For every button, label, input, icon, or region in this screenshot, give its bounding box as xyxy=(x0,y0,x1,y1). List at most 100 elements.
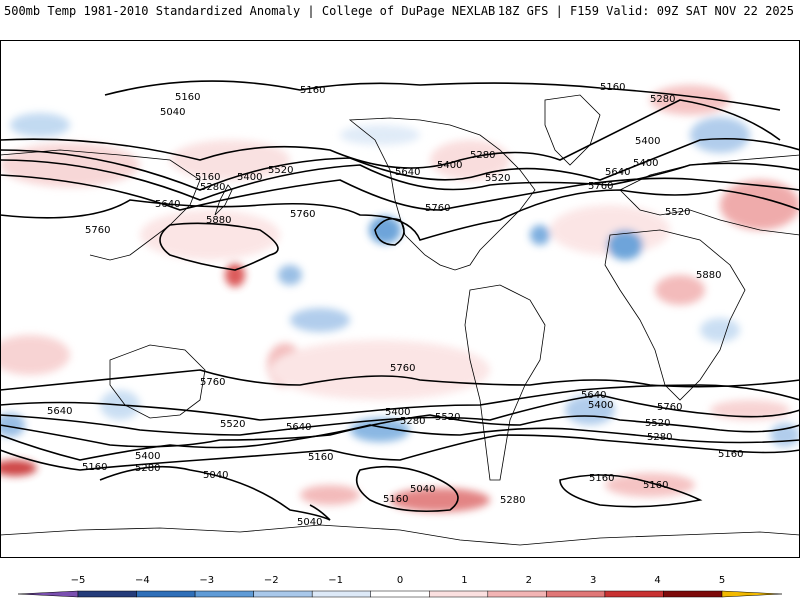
colorbar-tick-label: −2 xyxy=(264,575,279,586)
contour-5760-south xyxy=(0,369,800,391)
colorbar-segment xyxy=(604,590,664,598)
colorbar-segment xyxy=(136,590,196,598)
antarctica-coast xyxy=(0,524,800,546)
colorbar-segment xyxy=(546,590,606,598)
colorbar-extend-high xyxy=(721,590,783,598)
anomaly-colorbar: −5 −4 −3 −2 −1 0 1 2 3 4 5 xyxy=(17,575,783,598)
contour-label: 5400 xyxy=(135,451,160,462)
contour-label: 5280 xyxy=(500,495,525,506)
colorbar-segment xyxy=(77,590,137,598)
contour-5280-south xyxy=(0,424,800,461)
colorbar-extend-low xyxy=(17,590,79,598)
warm-anomaly xyxy=(0,335,70,375)
contour-label: 5760 xyxy=(290,209,315,220)
world-map: 5160 5160 5040 5160 5280 5400 5520 5640 … xyxy=(0,40,800,558)
contour-label: 5160 xyxy=(82,462,107,473)
chart-title: 500mb Temp 1981-2010 Standardized Anomal… xyxy=(4,4,496,18)
contour-label: 5280 xyxy=(400,416,425,427)
colorbar-segment xyxy=(370,590,430,598)
contour-label: 5280 xyxy=(647,432,672,443)
cold-anomaly xyxy=(607,230,643,260)
warm-anomaly xyxy=(430,140,510,180)
contour-5640-south xyxy=(0,384,800,421)
contour-5040-south xyxy=(99,465,459,521)
cold-anomaly xyxy=(530,225,550,245)
contour-label: 5280 xyxy=(650,94,675,105)
contour-label: 5280 xyxy=(135,463,160,474)
contour-label: 5160 xyxy=(600,82,625,93)
south-america-coast xyxy=(464,284,546,481)
contour-label: 5640 xyxy=(605,167,630,178)
contour-label: 5400 xyxy=(237,172,262,183)
contour-5640-north xyxy=(0,174,800,211)
africa-coast xyxy=(604,229,746,401)
warm-anomaly xyxy=(650,85,730,115)
contour-5520-north xyxy=(0,159,800,201)
contour-label: 5040 xyxy=(297,517,322,528)
cold-anomaly xyxy=(340,125,420,145)
contour-label: 5520 xyxy=(435,412,460,423)
colorbar-tick-label: 1 xyxy=(461,575,467,586)
contour-label: 5640 xyxy=(395,167,420,178)
contour-label: 5640 xyxy=(286,422,311,433)
contour-label: 5520 xyxy=(665,207,690,218)
contour-label: 5640 xyxy=(155,199,180,210)
contour-5280-north xyxy=(0,99,781,169)
contour-label: 5760 xyxy=(85,225,110,236)
contour-5760-north xyxy=(0,189,800,241)
contour-5400-north xyxy=(0,137,800,191)
height-contours xyxy=(0,80,800,521)
warm-anomaly xyxy=(270,340,490,400)
cold-anomaly xyxy=(278,265,302,285)
contour-5520-south xyxy=(0,394,800,436)
contour-label: 5400 xyxy=(588,400,613,411)
contour-labels: 5160 5160 5040 5160 5280 5400 5520 5640 … xyxy=(47,82,743,528)
contour-label: 5760 xyxy=(657,402,682,413)
warm-anomaly xyxy=(0,460,37,476)
contour-label: 5040 xyxy=(203,470,228,481)
contour-label: 5760 xyxy=(390,363,415,374)
warm-anomaly xyxy=(710,400,790,420)
contour-label: 5160 xyxy=(175,92,200,103)
cold-anomaly xyxy=(0,413,25,437)
colorbar-tick-label: 3 xyxy=(590,575,596,586)
contour-label: 5640 xyxy=(47,406,72,417)
cold-anomaly xyxy=(690,117,750,153)
colorbar-segments xyxy=(17,590,783,598)
colorbar-tick-label: 5 xyxy=(719,575,725,586)
contour-label: 5280 xyxy=(200,182,225,193)
contour-label: 5760 xyxy=(200,377,225,388)
cold-anomaly xyxy=(350,418,410,442)
contour-label: 5880 xyxy=(696,270,721,281)
contour-label: 5160 xyxy=(308,452,333,463)
colorbar-segment xyxy=(253,590,313,598)
cold-anomaly xyxy=(290,308,350,332)
contour-label: 5400 xyxy=(437,160,462,171)
colorbar-segment xyxy=(311,590,371,598)
cold-anomaly xyxy=(10,113,70,137)
colorbar-segment xyxy=(194,590,254,598)
cold-anomaly xyxy=(700,318,740,342)
contour-label: 5160 xyxy=(300,85,325,96)
colorbar-tick-label: −3 xyxy=(199,575,214,586)
model-run-info: 18Z GFS | F159 Valid: 09Z SAT NOV 22 202… xyxy=(497,4,794,18)
warm-anomaly xyxy=(225,263,245,287)
cyclone-center xyxy=(374,217,405,246)
contour-5160-north xyxy=(104,80,781,111)
greenland-coast xyxy=(544,94,601,166)
australia-coast xyxy=(109,344,206,419)
warm-anomaly xyxy=(390,488,490,512)
contour-label: 5160 xyxy=(383,494,408,505)
contour-label: 5520 xyxy=(645,418,670,429)
contour-label: 5520 xyxy=(485,173,510,184)
warm-anomaly xyxy=(605,473,695,497)
contour-label: 5760 xyxy=(425,203,450,214)
warm-anomaly xyxy=(140,210,280,260)
contour-5160-south xyxy=(0,434,800,471)
contour-label: 5520 xyxy=(220,419,245,430)
contour-label: 5520 xyxy=(268,165,293,176)
contour-label: 5160 xyxy=(718,449,743,460)
contour-label: 5160 xyxy=(589,473,614,484)
colorbar-tick-label: 4 xyxy=(654,575,660,586)
anomaly-shading xyxy=(0,85,800,512)
